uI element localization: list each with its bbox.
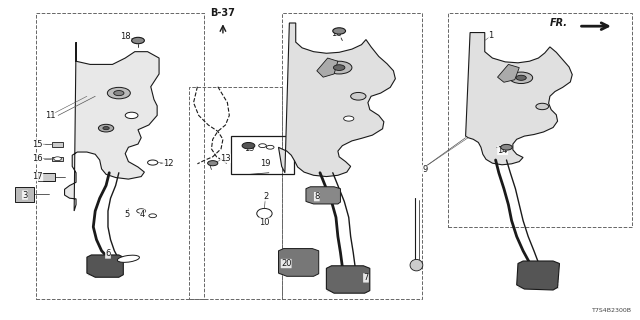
Circle shape <box>148 160 158 165</box>
Polygon shape <box>516 261 559 290</box>
Circle shape <box>132 37 145 44</box>
Bar <box>36 13 204 299</box>
Circle shape <box>536 103 548 110</box>
Text: 16: 16 <box>33 154 43 163</box>
Circle shape <box>333 28 346 34</box>
Circle shape <box>125 112 138 119</box>
Polygon shape <box>306 187 340 204</box>
Circle shape <box>242 142 255 149</box>
Circle shape <box>351 92 366 100</box>
Polygon shape <box>52 157 63 161</box>
Polygon shape <box>87 255 124 277</box>
Text: FR.: FR. <box>550 18 568 28</box>
Bar <box>448 13 632 227</box>
Polygon shape <box>278 23 396 177</box>
Text: 4: 4 <box>140 210 145 219</box>
Polygon shape <box>15 187 34 202</box>
Text: 13: 13 <box>220 154 231 163</box>
Text: 17: 17 <box>33 172 43 181</box>
Bar <box>189 87 282 299</box>
Circle shape <box>500 144 512 150</box>
Polygon shape <box>52 142 63 147</box>
Circle shape <box>114 91 124 96</box>
Circle shape <box>326 61 352 74</box>
Circle shape <box>149 214 157 218</box>
Circle shape <box>54 157 61 161</box>
Circle shape <box>344 116 354 121</box>
Text: 8: 8 <box>314 192 319 201</box>
Text: 3: 3 <box>22 190 28 200</box>
Circle shape <box>509 72 532 84</box>
Circle shape <box>99 124 114 132</box>
Text: 19: 19 <box>260 159 271 168</box>
Text: 5: 5 <box>125 210 130 219</box>
Bar <box>282 13 422 299</box>
Text: 9: 9 <box>422 165 428 174</box>
Ellipse shape <box>117 255 140 262</box>
Text: 1: 1 <box>488 31 494 40</box>
Text: 20: 20 <box>281 259 291 268</box>
Polygon shape <box>317 58 338 77</box>
Text: 7: 7 <box>364 273 369 282</box>
Text: B-37: B-37 <box>211 8 236 19</box>
Polygon shape <box>497 64 519 82</box>
Circle shape <box>516 75 526 80</box>
Polygon shape <box>466 33 572 165</box>
Circle shape <box>333 65 345 70</box>
Polygon shape <box>326 266 370 293</box>
Polygon shape <box>278 249 319 276</box>
Text: 18: 18 <box>331 29 341 38</box>
Text: 2: 2 <box>263 192 268 201</box>
Text: 19: 19 <box>244 144 255 153</box>
Text: 6: 6 <box>106 250 111 259</box>
Text: 12: 12 <box>163 159 173 168</box>
Polygon shape <box>65 42 159 211</box>
Circle shape <box>103 126 109 130</box>
Ellipse shape <box>257 208 272 219</box>
Ellipse shape <box>410 260 423 271</box>
Circle shape <box>259 144 266 148</box>
Text: 11: 11 <box>45 111 55 120</box>
Text: 15: 15 <box>33 140 43 148</box>
Polygon shape <box>38 173 55 181</box>
Bar <box>230 136 294 174</box>
Circle shape <box>207 161 218 166</box>
Text: 10: 10 <box>259 218 269 227</box>
Circle shape <box>266 145 274 149</box>
Text: 14: 14 <box>497 146 508 155</box>
Text: 18: 18 <box>120 32 131 41</box>
Circle shape <box>137 209 146 213</box>
Text: T7S4B2300B: T7S4B2300B <box>591 308 632 313</box>
Circle shape <box>108 87 131 99</box>
